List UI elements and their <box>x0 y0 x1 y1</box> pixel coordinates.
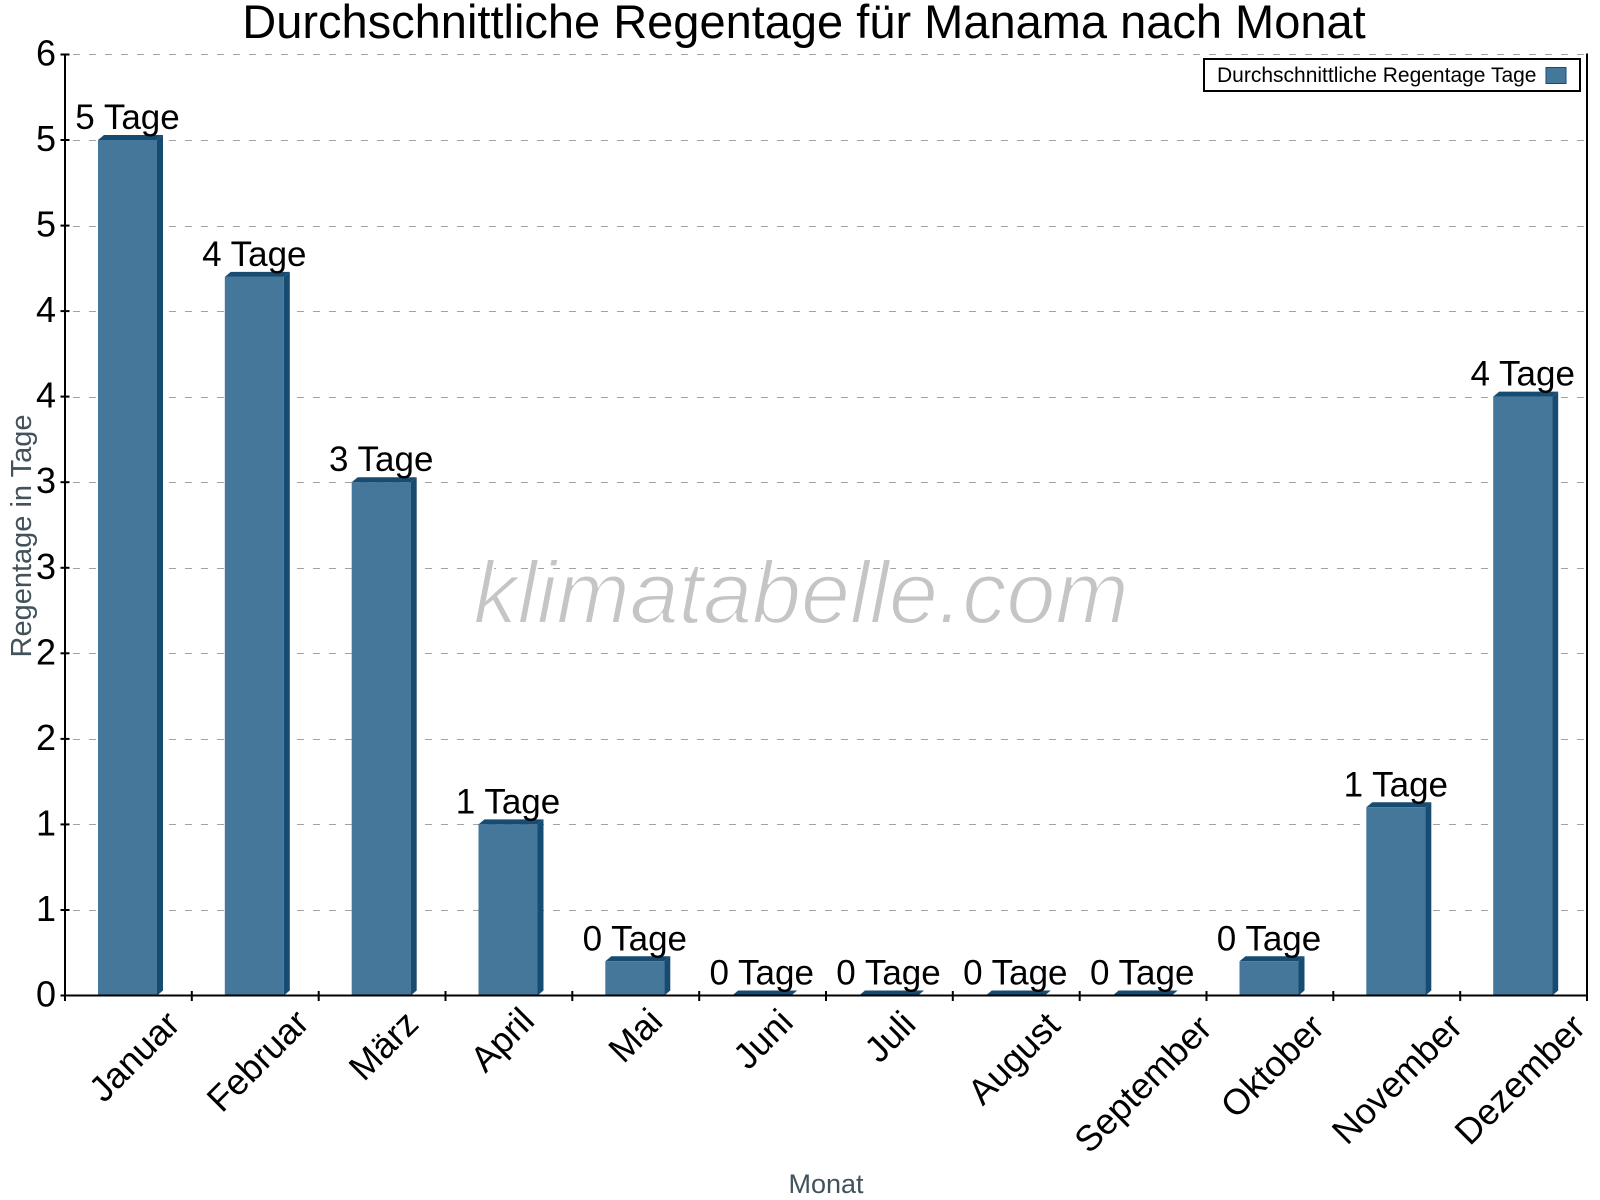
svg-text:Durchschnittliche Regentage fü: Durchschnittliche Regentage für Manama n… <box>242 0 1365 48</box>
svg-text:0: 0 <box>36 974 56 1015</box>
svg-text:6: 6 <box>36 33 56 74</box>
svg-text:0 Tage: 0 Tage <box>583 919 687 958</box>
svg-text:5 Tage: 5 Tage <box>75 98 179 137</box>
svg-text:klimatabelle.com: klimatabelle.com <box>473 543 1128 642</box>
svg-text:1: 1 <box>36 802 56 843</box>
svg-text:3 Tage: 3 Tage <box>329 440 433 479</box>
svg-text:0 Tage: 0 Tage <box>963 954 1067 993</box>
svg-text:3: 3 <box>36 546 56 587</box>
svg-text:4 Tage: 4 Tage <box>202 235 306 274</box>
svg-text:0 Tage: 0 Tage <box>1217 919 1321 958</box>
svg-text:Regentage in Tage: Regentage in Tage <box>6 415 38 658</box>
svg-text:5: 5 <box>36 204 56 245</box>
svg-text:1: 1 <box>36 888 56 929</box>
svg-text:Durchschnittliche Regentage Ta: Durchschnittliche Regentage Tage <box>1217 64 1536 87</box>
svg-text:2: 2 <box>36 631 56 672</box>
svg-text:1 Tage: 1 Tage <box>1344 765 1448 804</box>
svg-text:2: 2 <box>36 717 56 758</box>
svg-text:4: 4 <box>36 375 56 416</box>
svg-text:4 Tage: 4 Tage <box>1470 355 1574 394</box>
svg-text:0 Tage: 0 Tage <box>709 954 813 993</box>
svg-text:4: 4 <box>36 289 56 330</box>
svg-text:0 Tage: 0 Tage <box>836 954 940 993</box>
svg-text:3: 3 <box>36 460 56 501</box>
svg-text:Monat: Monat <box>788 1169 864 1199</box>
svg-text:1 Tage: 1 Tage <box>456 782 560 821</box>
svg-text:5: 5 <box>36 118 56 159</box>
svg-text:0 Tage: 0 Tage <box>1090 954 1194 993</box>
